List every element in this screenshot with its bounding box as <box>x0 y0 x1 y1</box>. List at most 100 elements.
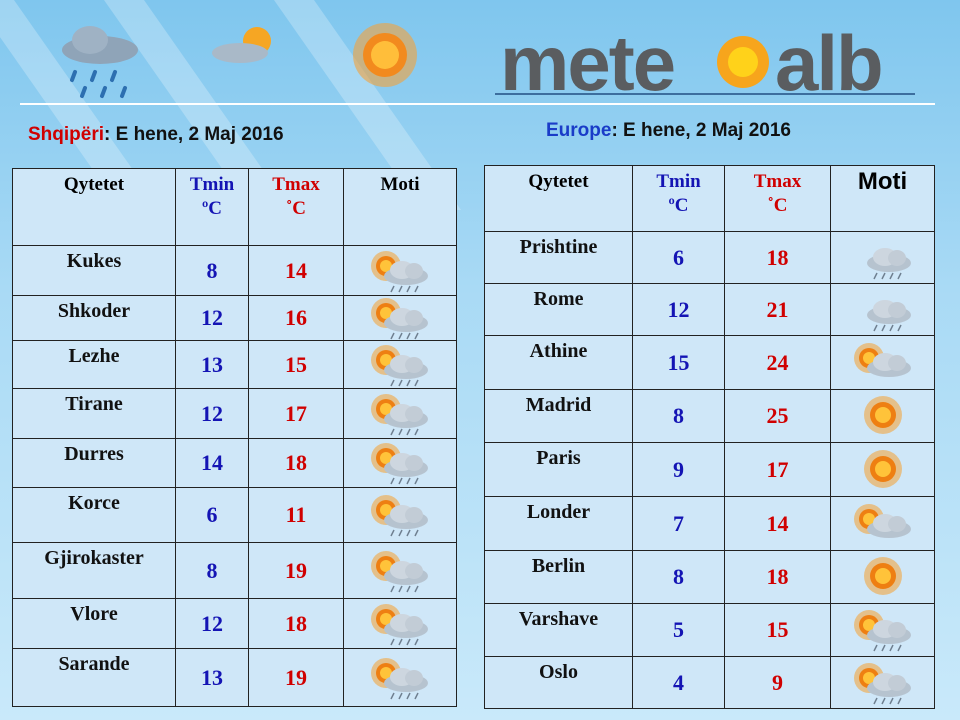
logo-right: alb <box>775 19 884 107</box>
weather-icon <box>866 247 911 279</box>
tmin: 13 <box>175 340 249 389</box>
city-name: Vlore <box>12 598 176 649</box>
weather-icon <box>853 342 911 377</box>
weather <box>830 335 935 390</box>
heading-label: Shqipëri <box>28 124 105 145</box>
city-name: Durres <box>12 438 176 488</box>
weather <box>343 340 457 389</box>
weather <box>830 231 935 284</box>
column-name: Tmax <box>753 171 802 192</box>
weather-icon <box>853 610 911 652</box>
weather-icon <box>853 503 911 538</box>
weather-icon <box>371 298 428 340</box>
tmax: 14 <box>248 245 344 296</box>
tmin: 12 <box>175 295 249 341</box>
tmin: 8 <box>632 550 725 604</box>
weather <box>830 496 935 551</box>
tmin: 13 <box>175 648 249 707</box>
city-name: Tirane <box>12 388 176 439</box>
column-header: Moti <box>343 168 457 246</box>
weather <box>343 295 457 341</box>
tmin: 15 <box>632 335 725 390</box>
city-name: Varshave <box>484 603 633 657</box>
tmax: 18 <box>248 438 344 488</box>
header-icon <box>212 27 271 63</box>
weather <box>830 283 935 336</box>
tmax: 21 <box>724 283 831 336</box>
weather <box>343 438 457 488</box>
column-header: Tmax ˚C <box>248 168 344 246</box>
tmin: 14 <box>175 438 249 488</box>
tmin: 8 <box>632 389 725 443</box>
weather-icon <box>863 396 902 434</box>
city-name: Oslo <box>484 656 633 709</box>
tmin: 7 <box>632 496 725 551</box>
weather-icon <box>371 495 428 537</box>
city-name: Sarande <box>12 648 176 707</box>
tmax: 18 <box>724 231 831 284</box>
city-name: Paris <box>484 442 633 497</box>
tmin: 5 <box>632 603 725 657</box>
city-name: Rome <box>484 283 633 336</box>
tmin: 12 <box>175 388 249 439</box>
column-name: Tmin <box>656 171 701 192</box>
weather <box>343 487 457 543</box>
column-header: Qytetet <box>484 165 633 232</box>
tmax: 15 <box>248 340 344 389</box>
weather <box>830 442 935 497</box>
weather <box>343 388 457 439</box>
city-name: Shkoder <box>12 295 176 341</box>
weather-icon <box>371 603 428 645</box>
heading-label: Europe <box>546 120 612 141</box>
tmax: 18 <box>724 550 831 604</box>
logo-sun <box>717 36 769 88</box>
weather-icon <box>863 449 902 488</box>
column-header: Tmax ˚C <box>724 165 831 232</box>
city-name: Madrid <box>484 389 633 443</box>
column-header: Tmin ºC <box>632 165 725 232</box>
header-icon <box>62 26 138 98</box>
weather <box>343 598 457 649</box>
weather <box>343 648 457 707</box>
heading-europe: Europe: E hene, 2 Maj 2016 <box>546 120 791 142</box>
tmin: 8 <box>175 542 249 599</box>
tmax: 11 <box>248 487 344 543</box>
tmin: 6 <box>175 487 249 543</box>
column-header: Qytetet <box>12 168 176 246</box>
column-header: Moti <box>830 165 935 232</box>
tmax: 17 <box>724 442 831 497</box>
tmax: 19 <box>248 542 344 599</box>
tmin: 12 <box>175 598 249 649</box>
column-name: Tmax <box>272 174 320 195</box>
weather-icon <box>371 657 428 699</box>
tmax: 19 <box>248 648 344 707</box>
weather-icon <box>853 662 911 704</box>
weather-icon <box>863 557 902 595</box>
column-unit: ºC <box>668 195 689 216</box>
weather-icon <box>371 344 428 386</box>
column-unit: ºC <box>202 198 222 219</box>
column-name: Moti <box>380 174 420 195</box>
city-name: Athine <box>484 335 633 390</box>
weather-icon <box>371 550 428 592</box>
weather <box>343 542 457 599</box>
weather <box>830 603 935 657</box>
tmax: 16 <box>248 295 344 341</box>
logo-left: mete <box>500 19 676 107</box>
column-unit: ˚C <box>767 195 788 216</box>
header-icon <box>353 23 417 87</box>
tmax: 15 <box>724 603 831 657</box>
city-name: Korce <box>12 487 176 543</box>
weather-icon <box>371 443 428 485</box>
city-name: Londer <box>484 496 633 551</box>
column-header: Tmin ºC <box>175 168 249 246</box>
tmin: 9 <box>632 442 725 497</box>
tmax: 24 <box>724 335 831 390</box>
tmin: 4 <box>632 656 725 709</box>
weather-icon <box>371 250 428 292</box>
weather <box>830 550 935 604</box>
city-name: Gjirokaster <box>12 542 176 599</box>
column-name: Tmin <box>189 174 235 195</box>
tmin: 12 <box>632 283 725 336</box>
